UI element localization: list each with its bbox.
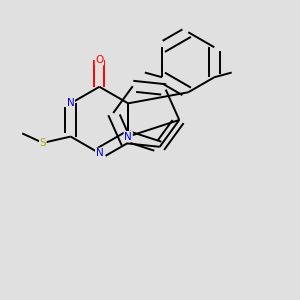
Text: N: N bbox=[124, 132, 132, 142]
Text: N: N bbox=[95, 148, 103, 158]
Text: O: O bbox=[95, 55, 104, 65]
Text: N: N bbox=[67, 98, 74, 108]
Text: S: S bbox=[40, 138, 46, 148]
Text: N: N bbox=[124, 132, 132, 142]
